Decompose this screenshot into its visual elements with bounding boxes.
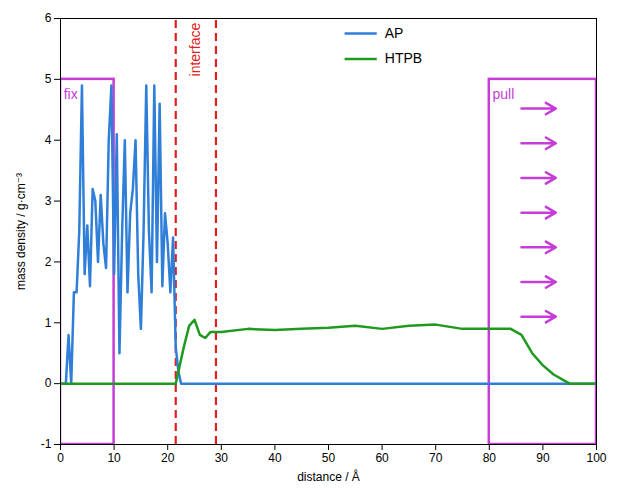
svg-text:3: 3 [45, 194, 52, 208]
svg-text:70: 70 [429, 451, 443, 465]
svg-text:-1: -1 [41, 437, 52, 451]
svg-text:fix: fix [64, 86, 78, 102]
svg-text:50: 50 [322, 451, 336, 465]
svg-text:interface: interface [187, 23, 203, 77]
svg-text:pull: pull [493, 86, 515, 102]
svg-text:0: 0 [57, 451, 64, 465]
svg-text:80: 80 [483, 451, 497, 465]
svg-text:AP: AP [385, 25, 404, 41]
svg-text:5: 5 [45, 72, 52, 86]
svg-text:0: 0 [45, 376, 52, 390]
svg-text:4: 4 [45, 133, 52, 147]
svg-text:HTPB: HTPB [385, 50, 422, 66]
svg-text:100: 100 [586, 451, 606, 465]
svg-text:40: 40 [268, 451, 282, 465]
svg-text:mass density / g·cm⁻³: mass density / g·cm⁻³ [14, 173, 28, 290]
svg-text:1: 1 [45, 316, 52, 330]
svg-text:10: 10 [107, 451, 121, 465]
svg-text:2: 2 [45, 255, 52, 269]
svg-text:6: 6 [45, 11, 52, 25]
svg-text:30: 30 [215, 451, 229, 465]
svg-text:distance / Å: distance / Å [297, 469, 360, 484]
svg-text:20: 20 [161, 451, 175, 465]
svg-text:90: 90 [536, 451, 550, 465]
svg-text:60: 60 [375, 451, 389, 465]
